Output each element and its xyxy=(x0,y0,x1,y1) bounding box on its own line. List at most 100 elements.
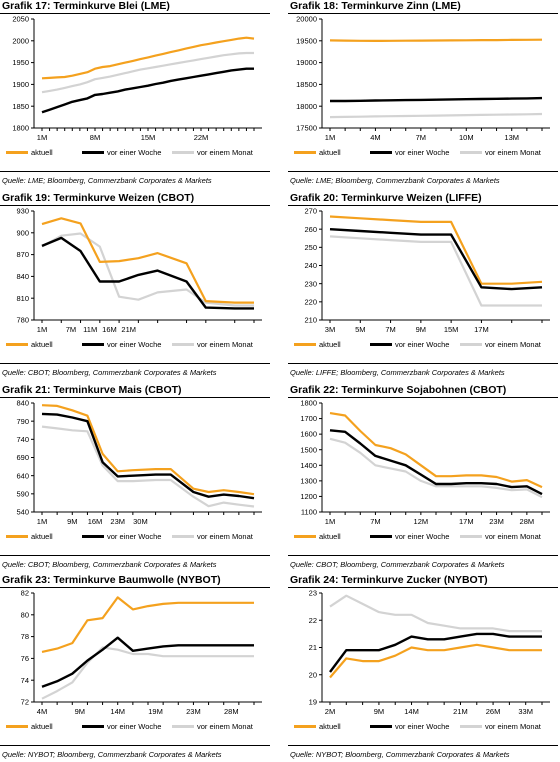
y-tick-label: 19500 xyxy=(296,36,317,45)
x-tick-label: 23M xyxy=(186,707,201,716)
divider xyxy=(288,587,558,588)
chart-title-text: : Terminkurve Mais (CBOT) xyxy=(46,384,182,396)
series-line-vor-einem-monat xyxy=(329,112,543,119)
series-line-aktuell xyxy=(329,215,543,285)
x-tick-label: 7M xyxy=(370,517,380,526)
legend-label: aktuell xyxy=(31,148,53,157)
legend-label: aktuell xyxy=(319,722,341,731)
series-line-vor-einem-monat xyxy=(41,232,254,307)
series-line-aktuell xyxy=(41,596,254,653)
series-line-vor-einem-monat xyxy=(329,594,542,633)
legend-label: aktuell xyxy=(31,340,53,349)
series-line-aktuell xyxy=(329,38,543,42)
divider xyxy=(0,555,270,556)
divider xyxy=(0,745,270,746)
legend-label: aktuell xyxy=(319,340,341,349)
chart-title: Grafik 18: Terminkurve Zinn (LME) xyxy=(290,0,461,12)
x-tick-label: 10M xyxy=(459,133,474,142)
y-tick-label: 23 xyxy=(309,589,317,598)
y-tick-label: 18000 xyxy=(296,102,317,111)
chart-title: Grafik 24: Terminkurve Zucker (NYBOT) xyxy=(290,574,488,586)
x-tick-label: 9M xyxy=(374,707,384,716)
chart-number: Grafik 22 xyxy=(290,384,335,396)
chart-panel-8: Grafik 24: Terminkurve Zucker (NYBOT) 19 2… xyxy=(288,574,558,762)
y-tick-label: 2050 xyxy=(12,15,29,24)
chart-number: Grafik 21 xyxy=(2,384,47,396)
y-tick-label: 780 xyxy=(16,316,29,325)
source-note: Quelle: NYBOT; Bloomberg, Commerzbank Co… xyxy=(2,750,222,759)
series-line-vor-einer-woche xyxy=(41,636,254,688)
legend-label: vor einer Woche xyxy=(107,722,161,731)
divider xyxy=(0,363,270,364)
x-tick-label: 17M xyxy=(474,325,489,334)
legend-label: aktuell xyxy=(319,532,341,541)
chart-title-text: : Terminkurve Zinn (LME) xyxy=(334,0,461,12)
y-tick-label: 17500 xyxy=(296,124,317,133)
chart-number: Grafik 18 xyxy=(290,0,335,12)
series-line-vor-einem-monat xyxy=(329,437,543,499)
chart-panel-3: Grafik 19: Terminkurve Weizen (CBOT) 780 8… xyxy=(0,192,270,380)
legend-label: vor einem Monat xyxy=(197,532,254,541)
y-tick-label: 1500 xyxy=(300,445,317,454)
chart-title: Grafik 23: Terminkurve Baumwolle (NYBOT) xyxy=(2,574,221,586)
legend-label: vor einem Monat xyxy=(485,532,542,541)
chart-panel-6: Grafik 22: Terminkurve Sojabohnen (CBOT)… xyxy=(288,384,558,572)
chart-title-text: : Terminkurve Weizen (LIFFE) xyxy=(334,192,482,204)
y-tick-label: 2000 xyxy=(12,36,29,45)
x-tick-label: 23M xyxy=(489,517,504,526)
y-tick-label: 22 xyxy=(309,616,317,625)
y-tick-label: 20000 xyxy=(296,15,317,24)
series-line-vor-einer-woche xyxy=(330,96,543,103)
x-tick-label: 15M xyxy=(141,133,156,142)
series-line-aktuell xyxy=(41,36,255,80)
y-tick-label: 260 xyxy=(304,225,317,234)
chart-panel-4: Grafik 20: Terminkurve Weizen (LIFFE) 210… xyxy=(288,192,558,380)
chart-number: Grafik 19 xyxy=(2,192,47,204)
y-tick-label: 250 xyxy=(304,243,317,252)
y-tick-label: 78 xyxy=(21,632,29,641)
x-tick-label: 8M xyxy=(90,133,100,142)
x-tick-label: 21M xyxy=(121,325,136,334)
chart-panel-1: Grafik 17: Terminkurve Blei (LME) 1800 185… xyxy=(0,0,270,188)
divider xyxy=(0,205,270,206)
x-tick-label: 11M xyxy=(83,325,97,334)
chart-title-text: : Terminkurve Blei (LME) xyxy=(46,0,170,12)
divider xyxy=(288,13,558,14)
series-line-vor-einem-monat xyxy=(329,235,542,307)
chart-title: Grafik 22: Terminkurve Sojabohnen (CBOT) xyxy=(290,384,506,396)
legend-label: vor einer Woche xyxy=(107,148,161,157)
y-tick-label: 1800 xyxy=(300,399,317,408)
chart-title: Grafik 21: Terminkurve Mais (CBOT) xyxy=(2,384,182,396)
y-tick-label: 21 xyxy=(309,643,317,652)
chart-number: Grafik 23 xyxy=(2,574,47,586)
y-tick-label: 19 xyxy=(309,698,317,707)
legend-label: vor einer Woche xyxy=(395,722,449,731)
chart-number: Grafik 24 xyxy=(290,574,335,586)
x-tick-label: 23M xyxy=(110,517,125,526)
series-line-vor-einem-monat xyxy=(41,425,255,508)
y-tick-label: 590 xyxy=(16,489,29,498)
line-chart: 210 220 230 240 250 260 270 3M 5M 7M 9M 15M 17M aktue… xyxy=(294,207,550,349)
legend-label: aktuell xyxy=(31,532,53,541)
y-tick-label: 1800 xyxy=(12,124,29,133)
line-chart: 1800 1850 1900 1950 2000 2050 1M 8M 15M 22M aktuel… xyxy=(6,15,262,157)
chart-title-text: : Terminkurve Sojabohnen (CBOT) xyxy=(334,384,507,396)
y-tick-label: 540 xyxy=(16,508,29,517)
chart-title-text: : Terminkurve Zucker (NYBOT) xyxy=(334,574,488,586)
chart-title: Grafik 20: Terminkurve Weizen (LIFFE) xyxy=(290,192,482,204)
source-note: Quelle: LME; Bloomberg, Commerzbank Corp… xyxy=(290,176,500,185)
y-tick-label: 840 xyxy=(16,272,29,281)
series-line-aktuell xyxy=(329,643,542,679)
x-tick-label: 1M xyxy=(37,325,47,334)
y-tick-label: 18500 xyxy=(296,80,317,89)
y-tick-label: 690 xyxy=(16,453,29,462)
chart-title: Grafik 17: Terminkurve Blei (LME) xyxy=(2,0,170,12)
x-tick-label: 21M xyxy=(453,707,468,716)
series-line-vor-einer-woche xyxy=(329,228,543,291)
y-tick-label: 220 xyxy=(304,297,317,306)
legend-label: vor einer Woche xyxy=(107,340,161,349)
y-tick-label: 1400 xyxy=(300,461,317,470)
y-tick-label: 1200 xyxy=(300,492,317,501)
x-tick-label: 28M xyxy=(520,517,535,526)
source-note: Quelle: LIFFE; Bloomberg, Commerzbank Co… xyxy=(290,368,505,377)
